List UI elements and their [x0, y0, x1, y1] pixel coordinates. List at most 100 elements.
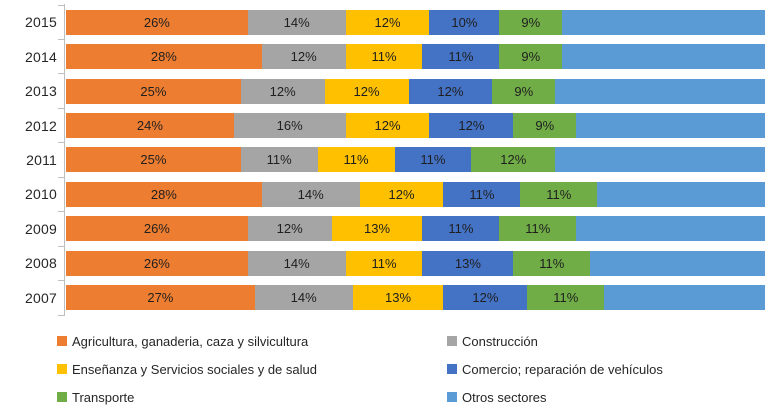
- segment-label: 13%: [384, 290, 412, 306]
- bar-segment: 11%: [345, 44, 423, 70]
- bar-segment: [555, 147, 765, 173]
- segment-label: 24%: [136, 118, 163, 134]
- bar-segment: 26%: [66, 9, 248, 35]
- y-axis-tick: [58, 176, 65, 178]
- segment-label: 11%: [553, 290, 579, 306]
- bar-segment: 11%: [527, 285, 605, 311]
- y-axis-label: 2007: [25, 289, 57, 306]
- segment-label: 12%: [437, 83, 464, 99]
- segment-label: 14%: [283, 14, 310, 30]
- segment-label: 11%: [539, 255, 565, 271]
- bar-segment: 12%: [240, 78, 325, 104]
- bar-segment: 28%: [66, 181, 262, 207]
- bar-segment: 13%: [352, 285, 444, 311]
- bar-segment: 27%: [66, 285, 255, 311]
- stacked-bar: 28% 14% 12% 11% 11%: [66, 181, 765, 207]
- bar-segment: 16%: [233, 113, 346, 139]
- y-axis-tick: [58, 142, 65, 144]
- segment-label: 11%: [371, 49, 397, 65]
- segment-label: 12%: [374, 118, 401, 134]
- bar-segment: 11%: [317, 147, 395, 173]
- y-axis-label: 2011: [26, 151, 57, 168]
- segment-label: 11%: [469, 186, 495, 202]
- legend-marker-icon: [57, 336, 67, 346]
- segment-label: 26%: [143, 14, 170, 30]
- y-axis-tick: [58, 245, 65, 247]
- bar-segment: 11%: [513, 250, 591, 276]
- bar-row: 24% 16% 12% 12% 9%: [66, 108, 765, 142]
- bar-segment: [576, 113, 765, 139]
- bar-segment: 13%: [422, 250, 514, 276]
- stacked-bar: 24% 16% 12% 12% 9%: [66, 113, 765, 139]
- bar-segment: [597, 181, 765, 207]
- bar-segment: 9%: [513, 113, 577, 139]
- bar-segment: 12%: [359, 181, 444, 207]
- bar-segment: 9%: [499, 9, 563, 35]
- bar-row: 25% 12% 12% 12% 9%: [66, 74, 765, 108]
- y-axis-tick: [58, 107, 65, 109]
- bar-segment: 11%: [240, 147, 318, 173]
- legend-marker-icon: [447, 336, 457, 346]
- segment-label: 13%: [364, 221, 391, 237]
- segment-label: 11%: [343, 152, 369, 168]
- legend-label: Enseñanza y Servicios sociales y de salu…: [72, 361, 317, 377]
- legend-label: Otros sectores: [462, 389, 547, 405]
- stacked-bar: 27% 14% 13% 12% 11%: [66, 285, 765, 311]
- bar-row: 26% 14% 11% 13% 11%: [66, 246, 765, 280]
- legend-item: Comercio; reparación de vehículos: [447, 359, 767, 379]
- segment-label: 26%: [143, 221, 170, 237]
- y-axis-line: [64, 4, 65, 316]
- legend-item: Construcción: [447, 331, 767, 351]
- y-axis-label: 2015: [25, 14, 57, 31]
- segment-label: 14%: [297, 186, 324, 202]
- segment-label: 27%: [147, 290, 174, 306]
- segment-label: 28%: [150, 186, 177, 202]
- segment-label: 11%: [371, 255, 397, 271]
- segment-label: 9%: [535, 118, 555, 134]
- segment-label: 11%: [525, 221, 551, 237]
- bar-segment: 14%: [261, 181, 360, 207]
- stacked-bar: 25% 11% 11% 11% 12%: [66, 147, 765, 173]
- segment-label: 14%: [290, 290, 317, 306]
- bar-segment: [562, 44, 765, 70]
- segment-label: 25%: [140, 152, 167, 168]
- bar-row: 26% 12% 13% 11% 11%: [66, 212, 765, 246]
- bar-segment: 12%: [429, 113, 514, 139]
- bar-segment: 12%: [261, 44, 346, 70]
- bar-segment: 12%: [408, 78, 493, 104]
- segment-label: 12%: [472, 290, 499, 306]
- plot-area: 26% 14% 12% 10% 9% 28% 12% 11% 11% 9% 25% 12% 12% 12%…: [66, 5, 765, 315]
- y-axis-label: 2014: [25, 48, 57, 65]
- y-axis-tick: [58, 314, 65, 316]
- legend-marker-icon: [57, 392, 67, 402]
- bar-segment: 24%: [66, 113, 234, 139]
- stacked-bar: 26% 14% 12% 10% 9%: [66, 9, 765, 35]
- y-axis-label: 2012: [25, 117, 57, 134]
- bar-segment: 9%: [492, 78, 556, 104]
- bar-segment: 12%: [443, 285, 528, 311]
- segment-label: 11%: [448, 221, 474, 237]
- bar-segment: 11%: [520, 181, 598, 207]
- segment-label: 12%: [500, 152, 527, 168]
- legend-label: Agricultura, ganaderia, caza y silvicult…: [72, 333, 309, 349]
- bar-segment: 12%: [247, 216, 332, 242]
- bar-row: 26% 14% 12% 10% 9%: [66, 5, 765, 39]
- y-axis-label: 2013: [25, 83, 57, 100]
- legend-item: Agricultura, ganaderia, caza y silvicult…: [57, 331, 447, 351]
- segment-label: 11%: [420, 152, 446, 168]
- y-axis-labels: 2015 2014 2013 2012 2011 2010 2009 2008 2007: [0, 5, 57, 315]
- bar-row: 27% 14% 13% 12% 11%: [66, 281, 765, 315]
- legend-marker-icon: [57, 364, 67, 374]
- segment-label: 12%: [290, 49, 317, 65]
- segment-label: 9%: [521, 49, 541, 65]
- legend-label: Transporte: [72, 389, 135, 405]
- bar-segment: 12%: [345, 113, 430, 139]
- bar-segment: 25%: [66, 78, 241, 104]
- bar-segment: 11%: [422, 44, 500, 70]
- y-axis-label: 2009: [25, 220, 57, 237]
- bar-row: 28% 12% 11% 11% 9%: [66, 39, 765, 73]
- legend-item: Otros sectores: [447, 387, 767, 405]
- segment-label: 11%: [448, 49, 474, 65]
- legend-marker-icon: [447, 364, 457, 374]
- segment-label: 10%: [451, 14, 478, 30]
